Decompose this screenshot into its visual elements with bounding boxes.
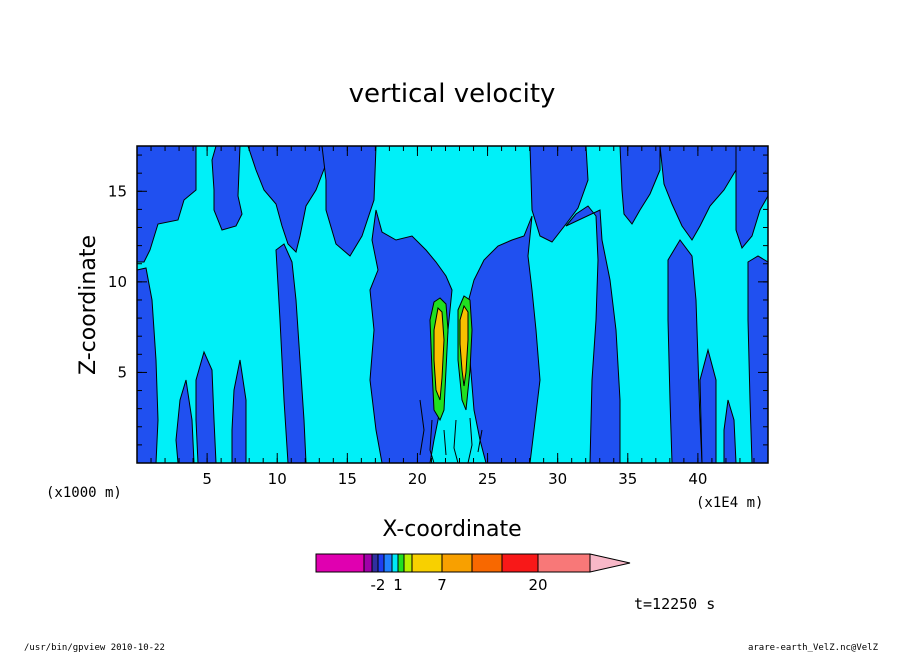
x-unit-label: (x1000 m) [46, 485, 122, 501]
colorbar-labels: -2 1 7 20 [371, 576, 548, 594]
colorbar-cell [537, 553, 591, 573]
time-label: t=12250 s [634, 595, 715, 613]
contour-lines [419, 399, 483, 464]
contour-region [465, 215, 541, 464]
colorbar-cell [403, 553, 413, 573]
x-tick-label: 10 [268, 470, 287, 488]
y-tick-label: 15 [108, 182, 127, 200]
contour-region [195, 350, 217, 464]
x-tick-label: 30 [548, 470, 567, 488]
contour-region [529, 145, 589, 243]
contour-region [667, 239, 703, 464]
x-tick-label: 15 [338, 470, 357, 488]
colorbar-label: 20 [528, 576, 547, 594]
chart-title: vertical velocity [349, 79, 556, 109]
contour-region [136, 145, 197, 263]
colorbar-cell [471, 553, 503, 573]
y-tick-label: 10 [108, 273, 127, 291]
updraft-core [433, 306, 445, 401]
x-tick-label: 25 [478, 470, 497, 488]
x-tick-label: 35 [618, 470, 637, 488]
contour-fill-positive [419, 295, 483, 464]
colorbar-cell [383, 553, 393, 573]
colorbar-cell [315, 553, 365, 573]
colorbar-cell [411, 553, 443, 573]
x-tick-label: 20 [408, 470, 427, 488]
colorbar-label: 1 [393, 576, 403, 594]
colorbar-cell [391, 553, 399, 573]
contour-region [747, 255, 769, 464]
colorbar-cell [501, 553, 539, 573]
y-tick-labels: 5 10 15 [108, 182, 127, 381]
contour-region [211, 145, 243, 231]
x-tick-labels: 5 10 15 20 25 30 35 40 [202, 470, 707, 488]
x-tick-label: 5 [202, 470, 212, 488]
colorbar-label: 7 [437, 576, 447, 594]
y-tick-label: 5 [117, 363, 127, 381]
plot-frame [136, 145, 769, 464]
y-axis-label: Z-coordinate [76, 235, 101, 375]
x-tick-label: 40 [688, 470, 707, 488]
colorbar-cell [397, 553, 405, 573]
contour-fill-negative [136, 145, 769, 464]
footer-right: arare-earth_VelZ.nc@VelZ [748, 643, 879, 653]
contour-region [723, 399, 737, 464]
contour-region [619, 145, 661, 225]
colorbar [315, 553, 631, 573]
axis-ticks [137, 146, 768, 463]
colorbar-label: -2 [371, 576, 386, 594]
contour-region [321, 145, 377, 257]
colorbar-cell [363, 553, 373, 573]
colorbar-arrow [589, 553, 631, 573]
plot-area [136, 145, 769, 464]
contour-region [275, 243, 307, 464]
colorbar-cell [441, 553, 473, 573]
footer-left: /usr/bin/gpview 2010-10-22 [24, 643, 165, 653]
x-scale-label: (x1E4 m) [696, 495, 763, 511]
colorbar-cell [377, 553, 385, 573]
x-axis-label: X-coordinate [382, 517, 521, 542]
colorbar-cell [371, 553, 379, 573]
updraft-core [459, 304, 469, 387]
